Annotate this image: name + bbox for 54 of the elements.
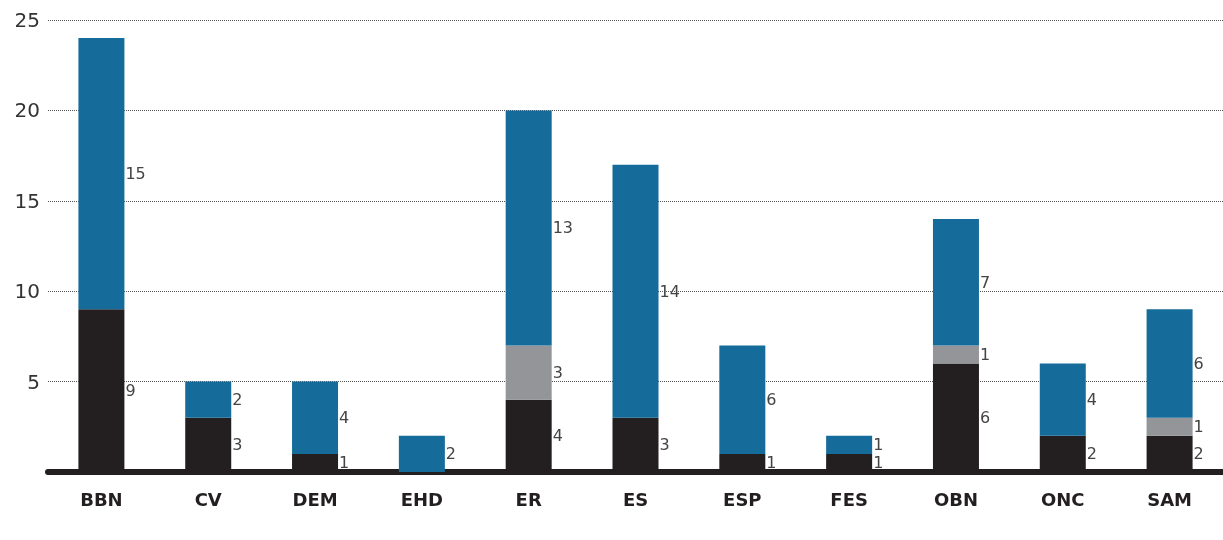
data-label: 3 xyxy=(232,435,243,455)
x-tick-label: BBN xyxy=(80,488,123,510)
data-label: 6 xyxy=(766,390,777,410)
data-label: 1 xyxy=(979,344,991,364)
data-label: 1 xyxy=(339,453,350,473)
data-label: 9 xyxy=(125,381,136,401)
bar xyxy=(505,345,552,400)
data-label: 6 xyxy=(979,408,991,428)
bar xyxy=(932,345,979,364)
data-label: 4 xyxy=(339,408,350,428)
x-tick-label: OBN xyxy=(933,488,978,510)
data-label: 3 xyxy=(659,435,670,455)
bar xyxy=(719,345,766,454)
bar xyxy=(505,110,552,346)
bar xyxy=(1039,363,1086,436)
bar xyxy=(1146,417,1193,436)
x-tick-label: EHD xyxy=(400,488,444,510)
bar xyxy=(398,435,445,472)
y-tick-label: 20 xyxy=(14,98,40,123)
data-label: 13 xyxy=(552,218,574,238)
data-label: 6 xyxy=(1193,354,1204,374)
x-tick-label: FES xyxy=(830,488,868,510)
y-tick-label: 10 xyxy=(14,279,40,304)
bar xyxy=(826,435,873,454)
bar xyxy=(78,38,125,310)
x-tick-label: ES xyxy=(622,488,649,510)
bar xyxy=(612,164,659,418)
data-label: 4 xyxy=(1086,390,1097,410)
y-tick-label: 5 xyxy=(27,369,40,394)
x-tick-label: ONC xyxy=(1040,488,1085,510)
data-label: 3 xyxy=(552,363,563,383)
data-label: 1 xyxy=(766,453,777,473)
data-label: 1 xyxy=(873,453,884,473)
data-label: 2 xyxy=(232,390,243,410)
y-tick-label: 15 xyxy=(14,188,40,213)
data-label: 2 xyxy=(445,444,457,464)
x-tick-label: DEM xyxy=(292,488,338,510)
data-label: 2 xyxy=(1193,444,1204,464)
data-label: 2 xyxy=(1086,444,1097,464)
x-tick-label: ER xyxy=(515,488,542,510)
x-tick-label: SAM xyxy=(1147,488,1192,510)
data-label: 14 xyxy=(659,281,680,301)
y-tick-label: 25 xyxy=(14,8,40,32)
x-tick-label: ESP xyxy=(723,488,762,510)
data-label: 4 xyxy=(552,426,563,446)
bar xyxy=(292,381,339,454)
bar xyxy=(185,381,232,418)
data-label: 1 xyxy=(1193,417,1204,437)
data-label: 1 xyxy=(873,435,884,455)
data-label: 7 xyxy=(979,272,991,292)
bar xyxy=(1146,309,1193,418)
x-tick-label: CV xyxy=(194,488,222,510)
bar xyxy=(932,218,979,346)
data-label: 15 xyxy=(125,164,146,184)
